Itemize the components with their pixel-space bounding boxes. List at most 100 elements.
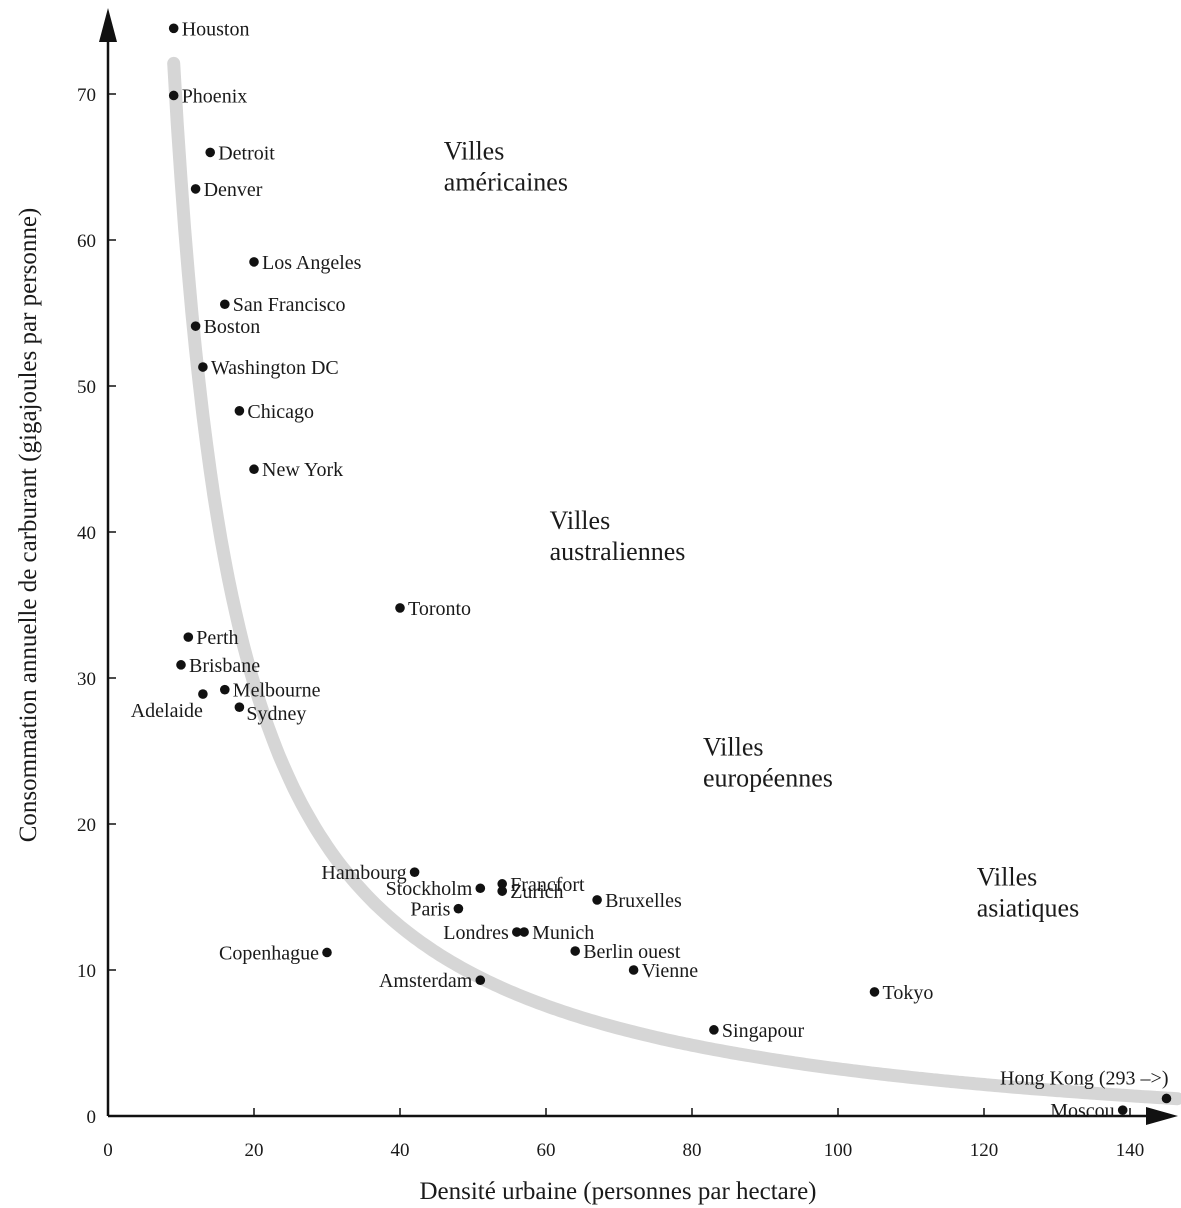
- point-marker: [497, 879, 508, 889]
- point-label: Chicago: [247, 401, 314, 423]
- data-point: Amsterdam: [379, 970, 486, 992]
- point-marker: [249, 257, 259, 267]
- x-tick-label: 0: [103, 1140, 113, 1161]
- axis-ticks: 0 20 40 60 80 100 120 140 0 10 20 30 40 50 60 70: [77, 85, 1144, 1161]
- point-marker: [475, 975, 486, 986]
- point-label: Perth: [196, 627, 238, 649]
- point-label: Denver: [204, 179, 263, 201]
- data-point: Houston: [168, 18, 250, 40]
- point-marker: [395, 603, 405, 613]
- point-marker: [570, 946, 580, 956]
- y-tick-label: 40: [77, 523, 96, 544]
- x-axis-arrow: [1146, 1107, 1178, 1125]
- data-point: Toronto: [395, 598, 471, 620]
- point-label: San Francisco: [233, 294, 346, 316]
- data-point: Tokyo: [869, 982, 934, 1004]
- x-axis-title: Densité urbaine (personnes par hectare): [419, 1178, 816, 1205]
- trend-curve-layer: [167, 56, 1181, 1106]
- group-annotation-line: Villes: [444, 137, 505, 166]
- y-tick-label: 20: [77, 815, 96, 836]
- point-label: Hambourg: [321, 862, 406, 884]
- x-tick-label: 140: [1116, 1140, 1145, 1161]
- data-point: Stockholm: [386, 878, 486, 900]
- point-marker: [512, 927, 522, 937]
- point-marker: [453, 903, 464, 914]
- point-marker: [168, 23, 179, 34]
- x-tick-label: 80: [683, 1140, 702, 1161]
- point-label: Bruxelles: [605, 890, 682, 912]
- point-label: Zurich: [510, 881, 563, 903]
- point-label: Munich: [532, 922, 594, 944]
- point-label: Adelaide: [131, 700, 203, 722]
- point-label: Houston: [182, 18, 250, 40]
- group-annotation-line: Villes: [550, 506, 611, 535]
- data-point: Londres: [443, 922, 522, 944]
- data-point: Detroit: [205, 142, 275, 164]
- axes: [99, 8, 1178, 1125]
- y-tick-label: 50: [77, 377, 96, 398]
- trend-curve: [167, 56, 1181, 1106]
- point-marker: [234, 406, 245, 416]
- y-tick-label: 60: [77, 231, 96, 252]
- group-annotation-line: Villes: [977, 862, 1038, 891]
- data-point: Melbourne: [220, 680, 321, 702]
- group-annotation-line: australiennes: [550, 537, 686, 566]
- point-label: Boston: [204, 316, 261, 338]
- point-label: Washington DC: [211, 357, 339, 379]
- point-label: Francfort: [510, 874, 585, 896]
- point-marker: [869, 987, 880, 997]
- point-marker: [220, 684, 230, 695]
- point-marker: [409, 867, 420, 877]
- point-marker: [176, 660, 186, 670]
- y-tick-label: 0: [87, 1107, 97, 1128]
- point-marker: [220, 299, 230, 310]
- data-point: Perth: [183, 627, 239, 649]
- y-tick-label: 30: [77, 669, 96, 690]
- point-label: Brisbane: [189, 655, 260, 677]
- point-marker: [475, 883, 486, 894]
- data-point: Paris: [410, 899, 464, 921]
- x-tick-label: 40: [391, 1140, 410, 1161]
- data-points: Houston Phoenix Detroit Denver Los Angeles Sa…: [131, 18, 1172, 1122]
- point-marker: [168, 90, 179, 101]
- point-label: Melbourne: [233, 680, 321, 702]
- point-marker: [497, 886, 508, 896]
- group-annotation-line: Villes: [703, 732, 764, 761]
- data-point: San Francisco: [220, 294, 346, 316]
- data-point: Zurich: [497, 881, 564, 903]
- point-label: Berlin ouest: [583, 941, 681, 963]
- data-point: Moscou: [1050, 1100, 1128, 1122]
- point-marker: [322, 947, 332, 958]
- y-tick-label: 10: [77, 961, 96, 982]
- point-label: Los Angeles: [262, 252, 362, 274]
- data-point: Phoenix: [168, 85, 247, 107]
- point-label: Detroit: [218, 142, 275, 164]
- group-annotations: VillesaméricainesVillesaustraliennesVill…: [444, 137, 1079, 923]
- point-marker: [628, 965, 639, 975]
- data-point: Copenhague: [219, 942, 332, 964]
- data-point: Francfort: [497, 874, 585, 896]
- point-marker: [205, 147, 215, 158]
- point-label: Amsterdam: [379, 970, 473, 992]
- y-tick-label: 70: [77, 85, 96, 106]
- point-label: New York: [262, 459, 343, 481]
- point-marker: [709, 1025, 719, 1035]
- point-label: Toronto: [408, 598, 471, 620]
- point-label: Hong Kong (293 –>): [1000, 1067, 1169, 1089]
- data-point: Singapour: [709, 1020, 804, 1042]
- point-marker: [190, 321, 201, 331]
- data-point: Los Angeles: [249, 252, 362, 274]
- point-marker: [198, 689, 208, 699]
- point-label: Sydney: [246, 703, 306, 725]
- point-marker: [592, 895, 602, 905]
- x-tick-label: 120: [970, 1140, 999, 1161]
- point-label: Tokyo: [883, 982, 934, 1004]
- point-label: Londres: [443, 922, 509, 944]
- data-point: Bruxelles: [592, 890, 682, 912]
- data-point: Hong Kong (293 –>): [1000, 1067, 1172, 1104]
- group-annotation-line: européennes: [703, 763, 833, 792]
